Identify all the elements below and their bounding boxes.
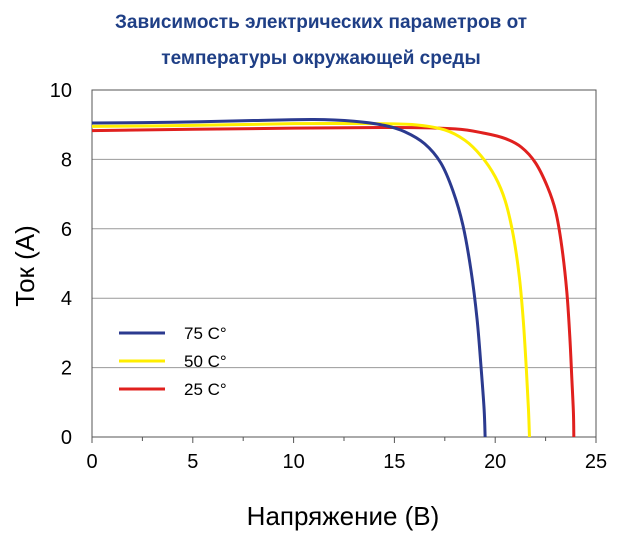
y-tick-label: 6 bbox=[61, 219, 72, 241]
series-lines bbox=[91, 117, 576, 438]
y-tick-label: 4 bbox=[61, 288, 72, 310]
plot-border bbox=[91, 89, 597, 438]
plot-frame bbox=[91, 89, 597, 438]
grid-lines bbox=[92, 158, 596, 369]
x-axis-label: Напряжение (В) bbox=[247, 501, 440, 531]
legend-label: 50 C° bbox=[184, 352, 227, 371]
x-tick-label: 5 bbox=[187, 451, 198, 473]
legend: 75 C° 50 C° 25 C° bbox=[119, 324, 227, 399]
chart-title-line-1: Зависимость электрических параметров от bbox=[114, 12, 528, 33]
y-tick-label: 2 bbox=[61, 358, 72, 380]
y-tick-label: 10 bbox=[50, 80, 72, 102]
legend-label: 75 C° bbox=[184, 324, 227, 343]
x-axis-ticks: 0 5 10 15 20 25 bbox=[86, 437, 607, 473]
y-tick-label: 0 bbox=[61, 427, 72, 449]
y-axis-ticks: 0 2 4 6 8 10 bbox=[50, 80, 72, 449]
x-tick-label: 20 bbox=[484, 451, 506, 473]
series-line bbox=[91, 125, 576, 438]
y-tick-label: 8 bbox=[61, 149, 72, 171]
x-tick-label: 25 bbox=[585, 451, 607, 473]
x-tick-label: 15 bbox=[383, 451, 405, 473]
legend-label: 25 C° bbox=[184, 380, 227, 399]
x-tick-label: 10 bbox=[282, 451, 304, 473]
series-line bbox=[91, 121, 531, 438]
y-axis-label: Ток (А) bbox=[10, 225, 40, 307]
x-tick-label: 0 bbox=[86, 451, 97, 473]
chart-title-line-2: температуры окружающей среды bbox=[161, 48, 481, 69]
series-line bbox=[91, 117, 487, 438]
